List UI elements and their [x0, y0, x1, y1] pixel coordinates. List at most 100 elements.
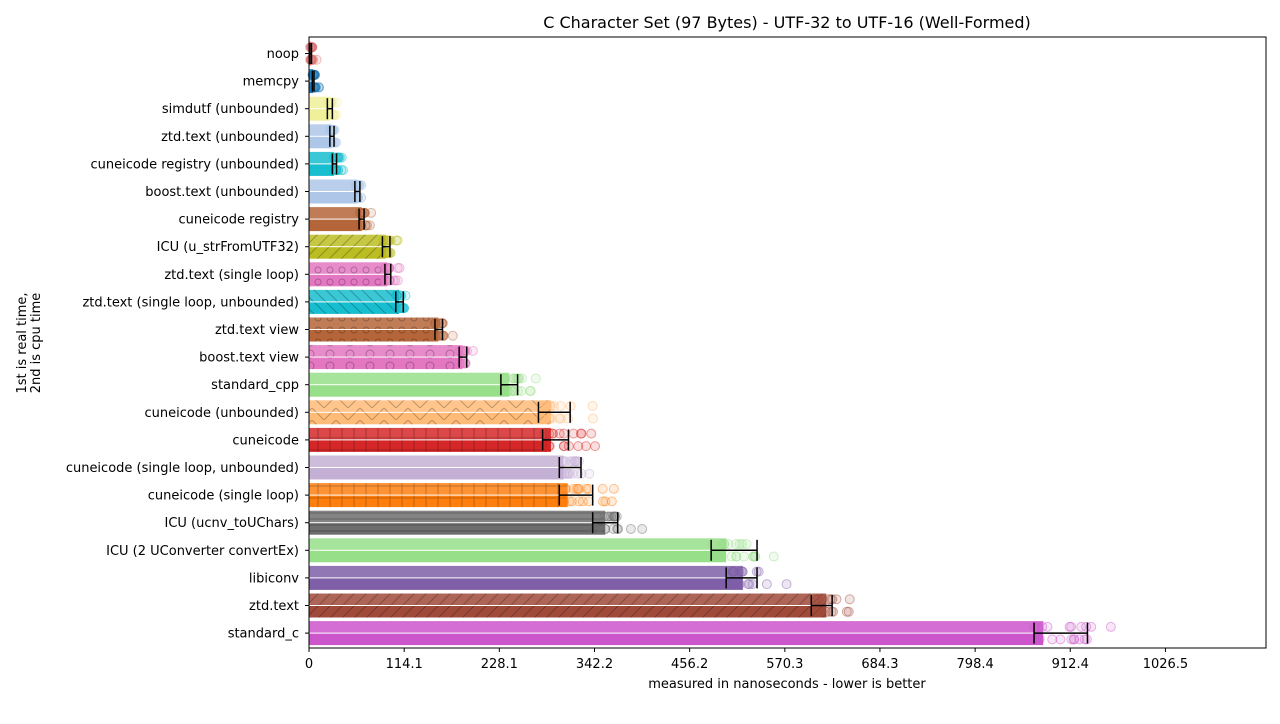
y-tick-label: ICU (ucnv_toUChars) [165, 516, 300, 531]
sample-point [569, 456, 580, 467]
sample-point [606, 496, 617, 507]
sample-point [602, 511, 613, 522]
sample-point [544, 441, 555, 452]
sample-point [555, 496, 566, 507]
sample-point [382, 247, 393, 258]
sample-point [325, 137, 336, 148]
sample-point [723, 539, 734, 550]
sample-point [330, 152, 341, 163]
bar-group-ztd-text-view [309, 317, 458, 342]
y-tick-label: memcpy [243, 75, 300, 90]
sample-point [501, 385, 512, 396]
y-tick-label: boost.text (unbounded) [145, 185, 299, 200]
sample-point [573, 483, 584, 494]
bar-group-icu-ucnv-touchars [309, 510, 648, 535]
y-tick-label: standard_c [228, 627, 299, 642]
sample-point [734, 539, 745, 550]
sample-point [1042, 621, 1053, 632]
y-axis-label-line2: 2nd is cpu time [29, 293, 44, 394]
sample-point [332, 152, 343, 163]
sample-point [562, 468, 573, 479]
bar-real [309, 372, 510, 385]
sample-point [391, 290, 402, 301]
bar-cpu [309, 550, 727, 563]
sample-point [744, 579, 755, 590]
sample-point [430, 318, 441, 329]
sample-point [587, 413, 598, 424]
sample-point [555, 413, 566, 424]
bar-group-standard-c [309, 621, 1116, 646]
sample-point [331, 137, 342, 148]
sample-point [728, 566, 739, 577]
plot-area [305, 41, 1116, 646]
sample-point [392, 235, 403, 246]
sample-point [719, 539, 730, 550]
sample-point [547, 428, 558, 439]
sample-point [573, 441, 584, 452]
y-tick-label: cuneicode registry [178, 213, 299, 228]
sample-point [502, 385, 513, 396]
x-tick-labels: 0 114.1 228.1 342.2 456.2 570.3 684.3 798.4 912.… [305, 648, 1188, 672]
bar-cpu-hatch [309, 302, 400, 314]
bar-cpu-hatch [309, 523, 606, 535]
bar-real-hatch [309, 483, 568, 495]
sample-point [332, 165, 343, 176]
sample-point [587, 401, 598, 412]
sample-point [392, 275, 403, 286]
sample-point [399, 303, 410, 314]
sample-point [1105, 621, 1116, 632]
sample-point [325, 137, 336, 148]
x-tick-label: 798.4 [957, 657, 994, 672]
sample-point [336, 152, 347, 163]
sample-point [731, 539, 742, 550]
bar-cpu-hatch [309, 274, 388, 287]
sample-point [544, 413, 555, 424]
bar-group-cuneicode-unbounded [309, 400, 598, 425]
sample-point [530, 373, 541, 384]
sample-point [355, 192, 366, 203]
bar-cpu [309, 468, 564, 480]
bar-cpu [309, 109, 330, 121]
sample-point [460, 358, 471, 369]
sample-point [598, 496, 609, 507]
bar-real-hatch [309, 593, 827, 605]
sample-point [727, 579, 738, 590]
sample-point [825, 594, 836, 605]
sample-point [553, 413, 564, 424]
sample-point [323, 97, 334, 108]
sample-point [727, 566, 738, 577]
y-axis-label: 1st is real time, 2nd is cpu time [15, 292, 44, 393]
bar-cpu [309, 385, 510, 397]
sample-point [1055, 634, 1066, 645]
x-tick-label: 456.2 [671, 657, 708, 672]
y-tick-label: simdutf (unbounded) [162, 102, 299, 117]
sample-point [390, 275, 401, 286]
bar-group-libiconv [309, 565, 792, 590]
sample-point [391, 235, 402, 246]
sample-point [360, 220, 371, 231]
sample-point [717, 539, 728, 550]
sample-point [707, 539, 718, 550]
sample-point [541, 401, 552, 412]
sample-point [743, 579, 754, 590]
sample-point [536, 413, 547, 424]
sample-point [609, 511, 620, 522]
sample-point [558, 428, 569, 439]
sample-point [1081, 621, 1092, 632]
sample-point [542, 401, 553, 412]
bar-cpu-hatch [309, 247, 386, 259]
y-tick-label: ztd.text (single loop) [164, 268, 299, 283]
sample-point [325, 97, 336, 108]
sample-point [608, 483, 619, 494]
y-tick-label: ztd.text (unbounded) [161, 130, 299, 145]
sample-point [564, 468, 575, 479]
sample-point [334, 152, 345, 163]
x-tick-label: 114.1 [386, 657, 423, 672]
sample-point [366, 207, 377, 218]
y-tick-label: ICU (u_strFromUTF32) [157, 240, 299, 255]
sample-point [637, 523, 648, 534]
sample-point [731, 551, 742, 562]
sample-point [599, 523, 610, 534]
sample-point [816, 606, 827, 617]
sample-point [326, 97, 337, 108]
